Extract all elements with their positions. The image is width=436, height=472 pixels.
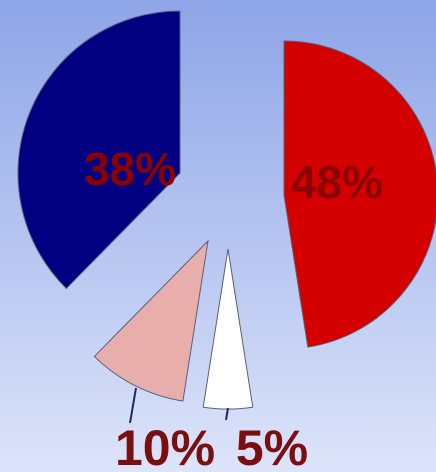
slice-label-2: 10%: [115, 420, 215, 472]
slice-label-0: 48%: [291, 156, 383, 208]
pie-slice-3: [17, 10, 181, 290]
pie-slice-1: [202, 248, 254, 410]
slice-label-1: 5%: [236, 420, 308, 472]
leader-line-2: [129, 387, 137, 424]
pie-slice-2: [93, 239, 209, 402]
pie-slice-0: [283, 40, 436, 348]
slice-label-3: 38%: [84, 143, 176, 195]
leader-line-1: [225, 407, 229, 421]
